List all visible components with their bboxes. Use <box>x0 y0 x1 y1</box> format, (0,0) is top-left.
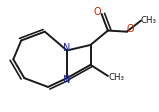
Text: N: N <box>63 43 71 53</box>
Text: O: O <box>93 7 101 17</box>
Text: O: O <box>127 24 135 34</box>
Text: CH₃: CH₃ <box>109 72 124 82</box>
Text: N: N <box>63 75 71 85</box>
Text: CH₃: CH₃ <box>140 16 156 25</box>
